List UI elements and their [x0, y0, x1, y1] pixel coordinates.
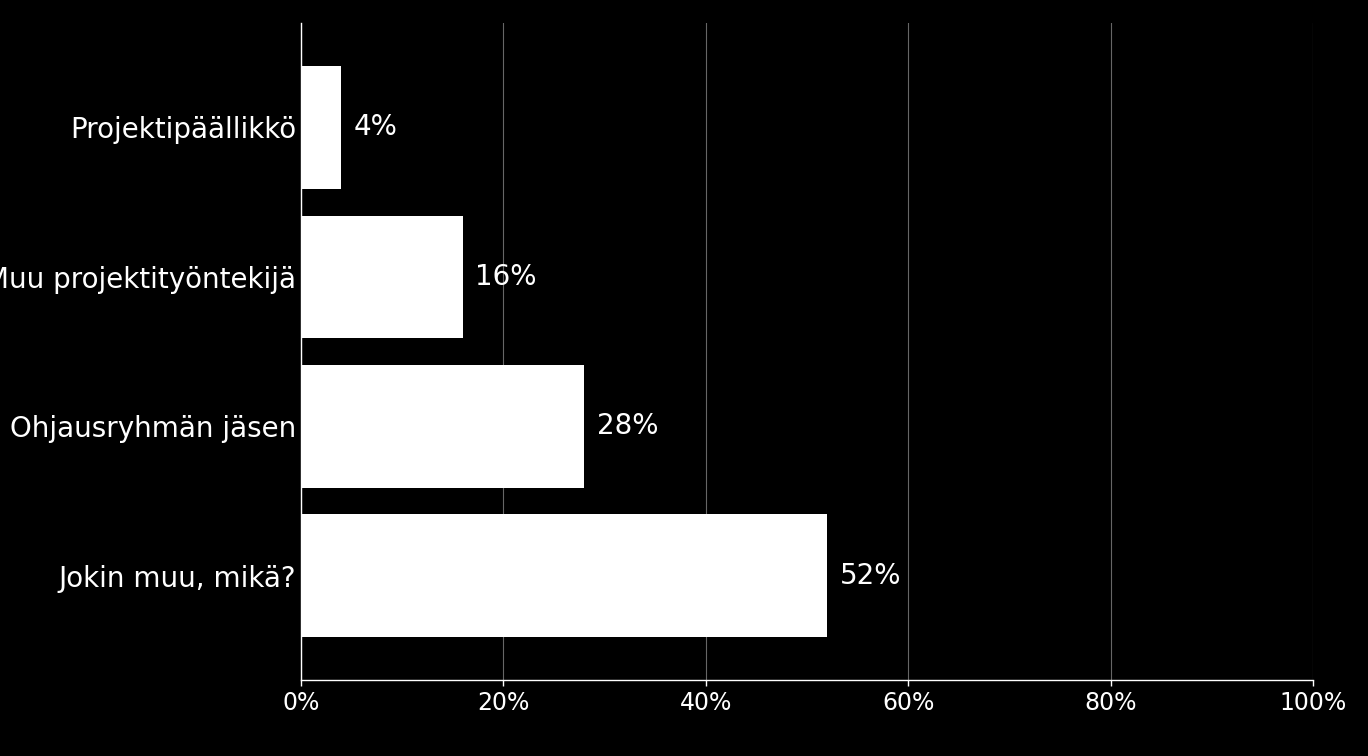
Text: 28%: 28% [596, 412, 658, 440]
Text: 4%: 4% [353, 113, 398, 141]
Text: 16%: 16% [475, 263, 536, 291]
Bar [301, 66, 342, 188]
Bar [301, 215, 462, 338]
Bar [301, 365, 584, 488]
Bar [301, 515, 828, 637]
Text: 52%: 52% [840, 562, 902, 590]
